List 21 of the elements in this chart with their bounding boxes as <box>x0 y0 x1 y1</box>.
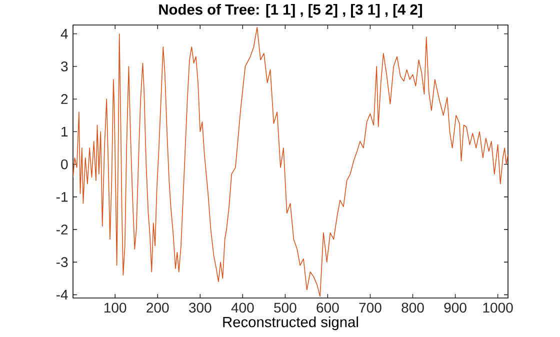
x-tick-label: 200 <box>146 302 169 313</box>
x-tick-label: 1000 <box>483 302 513 313</box>
y-tick-label: -4 <box>56 290 68 300</box>
y-tick-label: -1 <box>56 192 68 202</box>
y-tick-label: 1 <box>62 126 68 136</box>
chart-title: Nodes of Tree: [1 1] , [5 2] , [3 1] , [4 2] <box>159 4 422 18</box>
y-tick-label: 3 <box>61 61 68 72</box>
y-tick-label: 0 <box>61 159 68 170</box>
y-tick-label: 4 <box>60 29 68 39</box>
x-tick-label: 900 <box>444 302 466 313</box>
x-tick-label: 400 <box>231 302 254 313</box>
x-tick-label: 700 <box>359 302 382 313</box>
x-tick-label: 500 <box>274 302 296 313</box>
x-tick-label: 300 <box>188 302 212 313</box>
y-tick-label: 2 <box>61 94 68 104</box>
x-axis-title: Reconstructed signal <box>223 316 358 330</box>
x-tick-label: 800 <box>402 302 424 313</box>
y-tick-label: -2 <box>56 224 68 234</box>
y-tick-label: -3 <box>56 257 68 268</box>
x-tick-label: 100 <box>104 302 126 313</box>
x-tick-label: 600 <box>316 302 339 313</box>
